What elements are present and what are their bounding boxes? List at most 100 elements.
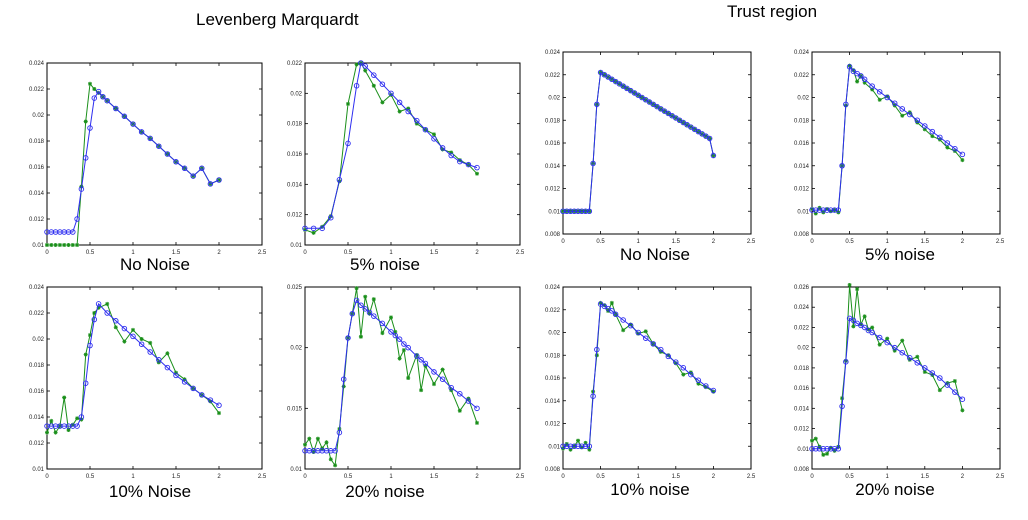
data-point-star: [877, 97, 882, 102]
x-tick-label: 1.5: [172, 474, 181, 480]
data-point-circle: [952, 389, 958, 395]
data-point-star: [892, 348, 897, 353]
data-point-circle: [388, 90, 394, 97]
data-point-star: [583, 440, 588, 445]
data-point-circle: [82, 155, 89, 161]
data-point-circle: [130, 121, 136, 127]
data-point-circle: [164, 151, 171, 157]
data-point-circle: [710, 152, 717, 159]
plot-frame: [304, 62, 521, 246]
data-point-circle: [579, 443, 585, 450]
data-point-star: [165, 351, 170, 356]
data-point-circle: [401, 341, 407, 347]
y-tick-label: 0.01: [32, 467, 44, 473]
plot-frame: [811, 286, 1001, 470]
data-point-star: [62, 395, 67, 400]
data-point-circle: [627, 322, 634, 329]
data-point-circle: [809, 446, 815, 452]
data-point-circle: [336, 177, 343, 183]
data-point-star: [847, 282, 852, 287]
x-tick-label: 0: [810, 239, 814, 245]
data-point-circle: [362, 63, 368, 69]
data-point-circle: [371, 72, 377, 78]
chart-tr_10: 0 0.5 1 1.5 2 2.5 0.008 0.01 0.012 0.014 0.016 0.01…: [545, 285, 756, 480]
data-point-circle: [564, 443, 570, 450]
plot-frame: [46, 62, 263, 246]
data-point-star: [354, 62, 359, 67]
data-point-star: [457, 158, 462, 163]
data-point-circle: [858, 73, 864, 79]
data-point-circle: [582, 443, 589, 450]
y-tick-label: 0.024: [794, 305, 810, 311]
data-point-circle: [959, 151, 966, 158]
data-point-star: [354, 286, 359, 291]
data-point-star: [862, 80, 867, 85]
data-point-star: [49, 243, 54, 247]
x-tick-label: 0: [303, 250, 307, 256]
x-tick-label: 0: [45, 250, 49, 256]
data-point-star: [587, 447, 592, 452]
plot-frame: [304, 286, 521, 470]
y-tick-label: 0.018: [29, 139, 45, 145]
data-point-star: [113, 325, 118, 330]
data-point-circle: [688, 371, 694, 378]
y-tick-label: 0.026: [794, 285, 810, 291]
data-point-circle: [907, 111, 913, 118]
x-tick-label: 2.5: [747, 474, 756, 480]
series-line-blue: [305, 62, 478, 229]
data-point-star: [847, 63, 852, 68]
x-tick-label: 2: [217, 474, 221, 480]
y-tick-label: 0.014: [794, 406, 810, 412]
data-point-circle: [929, 128, 936, 135]
x-tick-label: 1.5: [921, 474, 930, 480]
data-point-circle: [87, 342, 93, 349]
caption-lm-5: 5% noise: [350, 255, 420, 274]
y-tick-label: 0.018: [287, 122, 303, 128]
data-point-circle: [405, 344, 411, 351]
data-point-star: [681, 372, 686, 377]
data-point-star: [49, 418, 54, 423]
data-point-star: [840, 396, 845, 401]
data-point-circle: [396, 336, 403, 342]
y-tick-label: 0.012: [545, 187, 561, 193]
data-point-circle: [650, 341, 656, 347]
data-point-circle: [147, 135, 153, 142]
data-point-circle: [813, 207, 819, 213]
data-point-star: [406, 376, 411, 380]
data-point-circle: [710, 387, 717, 394]
data-point-circle: [876, 334, 883, 341]
data-point-circle: [824, 446, 830, 452]
data-point-star: [475, 420, 479, 425]
x-tick-label: 2.5: [996, 474, 1005, 480]
data-point-star: [922, 127, 927, 132]
data-point-star: [66, 243, 71, 247]
plot-frame: [562, 51, 752, 235]
data-point-circle: [922, 123, 928, 129]
data-point-circle: [937, 134, 943, 141]
data-point-circle: [87, 125, 93, 131]
caption-lm-20: 20% noise: [345, 482, 425, 501]
y-tick-label: 0.016: [545, 141, 561, 147]
y-tick-label: 0.012: [29, 441, 45, 447]
data-point-star: [139, 337, 144, 341]
x-tick-label: 1: [389, 250, 393, 256]
data-point-star: [810, 438, 814, 443]
y-tick-label: 0.016: [29, 389, 45, 395]
data-point-circle: [379, 320, 386, 327]
data-point-circle: [414, 353, 420, 359]
data-point-circle: [207, 397, 214, 403]
x-tick-label: 1: [637, 474, 641, 480]
data-point-star: [643, 329, 648, 334]
y-tick-label: 0.012: [794, 187, 810, 193]
data-point-star: [598, 300, 603, 305]
data-point-circle: [959, 396, 966, 402]
data-point-circle: [439, 376, 446, 382]
y-tick-label: 0.018: [794, 118, 810, 124]
data-point-star: [870, 325, 875, 330]
data-point-circle: [891, 100, 898, 106]
data-point-circle: [620, 317, 626, 323]
data-point-star: [83, 352, 88, 357]
series-line-green: [304, 288, 478, 467]
data-point-star: [870, 87, 875, 92]
